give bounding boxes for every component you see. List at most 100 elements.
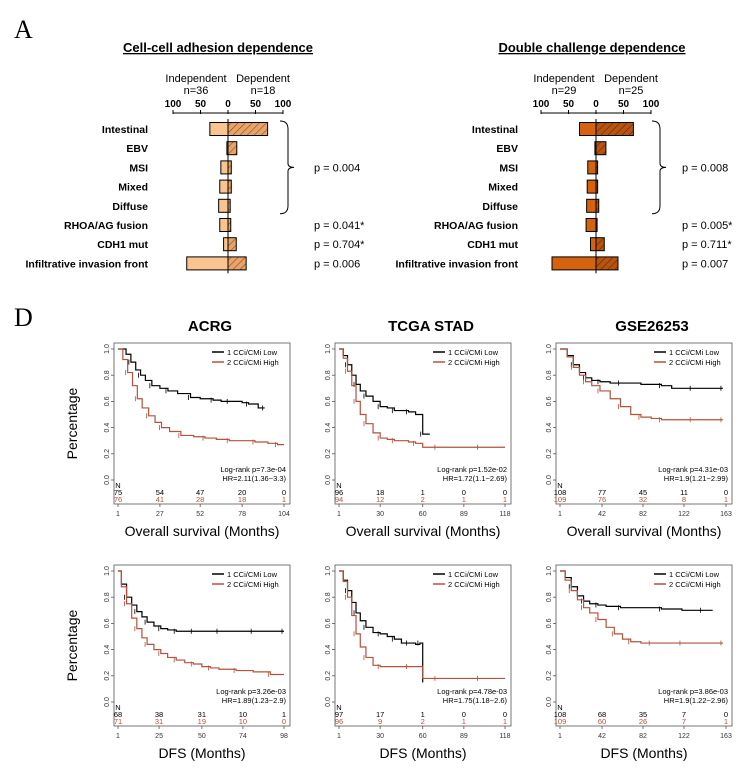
risk-count-low: 38 xyxy=(155,710,163,719)
risk-count-high: 0 xyxy=(282,717,286,726)
risk-count-low: 77 xyxy=(598,488,606,497)
y-tick-label: 0.2 xyxy=(546,671,553,681)
legend-label-high: 2 CCi/CMi High xyxy=(448,580,500,589)
risk-count-high: 1 xyxy=(724,717,728,726)
y-tick-label: 0.2 xyxy=(325,671,332,681)
bar-independent xyxy=(586,179,597,194)
risk-count-high: 71 xyxy=(114,717,122,726)
p-value: p = 0.006 xyxy=(314,258,360,270)
x-tick-label: 98 xyxy=(280,733,288,740)
y-tick-label: 1.0 xyxy=(546,566,553,576)
risk-count-low: 20 xyxy=(238,488,246,497)
y-axis-label: Percentage xyxy=(64,387,80,459)
category-label: Diffuse xyxy=(482,201,518,213)
category-label: Mixed xyxy=(488,182,518,194)
y-tick-label: 0.2 xyxy=(104,671,111,681)
risk-count-low: 17 xyxy=(376,710,384,719)
risk-count-high: 26 xyxy=(639,717,647,726)
bar-independent xyxy=(585,218,597,232)
bar-chart-2: Double challenge dependenceIndependentn=… xyxy=(395,40,733,274)
bar-independent xyxy=(186,256,229,271)
bar-independent xyxy=(590,237,597,252)
y-tick-label: 0.0 xyxy=(325,697,332,707)
logrank-pvalue: Log-rank p=3.26e-03 xyxy=(216,687,286,696)
bar-chart-1: Cell-cell adhesion dependence Independent… xyxy=(25,40,365,274)
x-tick-label: 89 xyxy=(460,733,468,740)
x-tick-label: 122 xyxy=(678,511,690,518)
x-tick-label: 118 xyxy=(499,511,510,518)
y-tick-label: 0.4 xyxy=(104,423,111,433)
hazard-ratio: HR=1.75(1.18~2.6) xyxy=(443,696,508,705)
y-tick-label: 0.8 xyxy=(325,592,332,602)
risk-count-low: 0 xyxy=(282,488,286,497)
risk-count-high: 41 xyxy=(156,495,164,504)
risk-count-high: 10 xyxy=(239,717,247,726)
bar-independent xyxy=(579,122,597,136)
risk-count-low: 0 xyxy=(503,488,507,497)
y-tick-label: 0.4 xyxy=(546,423,553,433)
x-tick-label: 163 xyxy=(720,511,732,518)
category-label: RHOA/AG fusion xyxy=(434,220,518,232)
axis-tick-label: 100 xyxy=(643,99,660,110)
survival-curve-low xyxy=(118,570,284,632)
y-tick-label: 1.0 xyxy=(325,566,332,576)
risk-count-low: 45 xyxy=(639,488,647,497)
risk-count-low: 0 xyxy=(462,488,466,497)
bar-dependent xyxy=(227,122,269,136)
bar-dependent xyxy=(595,256,619,271)
legend-label-high: 2 CCi/CMi High xyxy=(227,358,279,367)
x-tick-label: 82 xyxy=(639,733,647,740)
risk-count-high: 2 xyxy=(421,717,425,726)
x-tick-label: 104 xyxy=(278,511,290,518)
right-header-n: n=25 xyxy=(619,85,644,97)
category-label: Mixed xyxy=(118,182,148,194)
bar-independent xyxy=(209,122,229,136)
y-tick-label: 0.0 xyxy=(104,697,111,707)
p-value: p = 0.005* xyxy=(682,220,733,232)
bar-independent xyxy=(220,160,229,175)
x-tick-label: 1 xyxy=(558,733,562,740)
bar-chart-title: Cell-cell adhesion dependence xyxy=(123,40,313,55)
x-axis-label: Overall survival (Months) xyxy=(125,523,280,539)
risk-count-high: 9 xyxy=(378,717,382,726)
left-header-label: Independent xyxy=(165,73,226,85)
survival-curve-low xyxy=(118,348,265,409)
panel-label-d: D xyxy=(14,303,33,332)
logrank-pvalue: Log-rank p=3.86e-03 xyxy=(658,687,728,696)
panel-label-a: A xyxy=(14,15,33,44)
risk-count-low: 108 xyxy=(554,488,567,497)
risk-count-low: 0 xyxy=(462,710,466,719)
risk-count-high: 1 xyxy=(503,495,507,504)
risk-count-low: 75 xyxy=(114,488,122,497)
p-value: p = 0.711* xyxy=(682,239,732,251)
y-tick-label: 0.8 xyxy=(104,592,111,602)
x-axis-label: DFS (Months) xyxy=(600,745,687,761)
legend-label-high: 2 CCi/CMi High xyxy=(669,358,721,367)
right-header-n: n=18 xyxy=(251,85,276,97)
risk-header: N xyxy=(115,481,120,490)
x-tick-label: 60 xyxy=(419,511,427,518)
axis-tick-label: 50 xyxy=(250,99,262,110)
bar-independent xyxy=(219,179,229,194)
x-tick-label: 30 xyxy=(376,511,384,518)
risk-count-low: 0 xyxy=(503,710,507,719)
bar-dependent xyxy=(227,237,237,252)
survival-curve-high xyxy=(118,570,284,676)
axis-tick-label: 50 xyxy=(618,99,630,110)
risk-count-high: 76 xyxy=(598,495,606,504)
x-tick-label: 25 xyxy=(155,733,163,740)
risk-count-low: 0 xyxy=(724,488,728,497)
bar-dependent xyxy=(595,237,605,252)
risk-count-low: 31 xyxy=(198,710,206,719)
right-header-label: Dependent xyxy=(604,73,658,85)
left-header-n: n=29 xyxy=(552,85,577,97)
risk-count-high: 1 xyxy=(462,495,466,504)
risk-count-high: 76 xyxy=(114,495,122,504)
bar-independent xyxy=(223,237,229,252)
x-tick-label: 1 xyxy=(337,511,341,518)
x-tick-label: 60 xyxy=(419,733,427,740)
x-axis-label: Overall survival (Months) xyxy=(567,523,722,539)
bar-independent xyxy=(587,160,597,175)
y-tick-label: 0.6 xyxy=(325,618,332,628)
